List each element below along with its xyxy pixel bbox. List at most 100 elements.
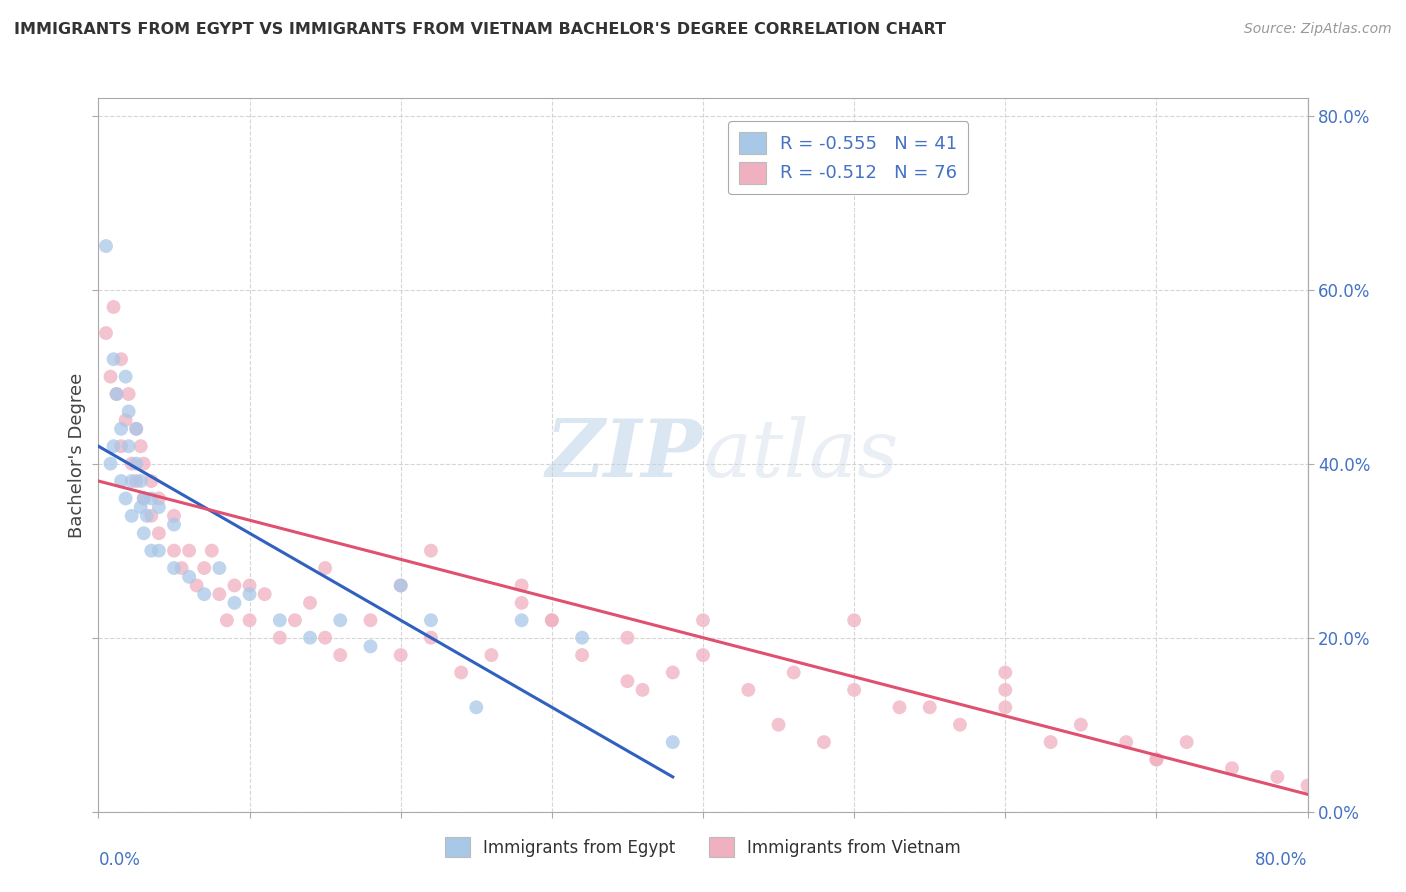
Point [121,508,143,523]
Point [510,596,533,610]
Point [141,508,163,523]
Point [129,474,152,488]
Point [737,682,759,697]
Point [148,500,170,515]
Point [148,526,170,541]
Point [224,596,246,610]
Point [314,561,336,575]
Point [844,613,866,627]
Point [224,578,246,592]
Point [239,613,262,627]
Point [110,422,132,436]
Point [179,543,201,558]
Text: ZIP: ZIP [546,417,703,493]
Point [103,352,125,367]
Point [314,631,336,645]
Point [360,613,382,627]
Point [125,422,148,436]
Point [179,570,201,584]
Point [1070,717,1092,731]
Point [420,631,443,645]
Point [783,665,806,680]
Point [110,352,132,367]
Point [420,543,443,558]
Point [118,387,141,401]
Text: IMMIGRANTS FROM EGYPT VS IMMIGRANTS FROM VIETNAM BACHELOR'S DEGREE CORRELATION C: IMMIGRANTS FROM EGYPT VS IMMIGRANTS FROM… [14,22,946,37]
Point [284,613,307,627]
Point [1267,770,1289,784]
Point [389,578,412,592]
Point [616,674,638,689]
Point [163,517,186,532]
Point [1039,735,1062,749]
Point [129,500,152,515]
Point [186,578,208,592]
Point [105,387,128,401]
Point [110,474,132,488]
Point [118,439,141,453]
Point [163,561,186,575]
Point [129,439,152,453]
Point [114,491,136,506]
Point [132,491,155,506]
Point [114,369,136,384]
Point [269,631,291,645]
Point [299,631,322,645]
Point [94,239,117,253]
Text: 80.0%: 80.0% [1256,851,1308,869]
Point [299,596,322,610]
Point [994,700,1017,714]
Point [103,300,125,314]
Point [662,735,685,749]
Text: Source: ZipAtlas.com: Source: ZipAtlas.com [1244,22,1392,37]
Point [1175,735,1198,749]
Point [420,613,443,627]
Point [510,613,533,627]
Point [844,682,866,697]
Point [141,543,163,558]
Point [239,587,262,601]
Text: atlas: atlas [703,417,898,493]
Point [135,508,157,523]
Point [1296,779,1319,793]
Point [253,587,276,601]
Point [949,717,972,731]
Point [360,640,382,654]
Point [1144,752,1167,766]
Point [631,682,654,697]
Point [239,578,262,592]
Point [208,587,231,601]
Point [125,474,148,488]
Point [813,735,835,749]
Point [141,491,163,506]
Point [571,631,593,645]
Point [148,543,170,558]
Point [121,457,143,471]
Point [193,587,215,601]
Point [170,561,193,575]
Point [132,526,155,541]
Point [662,665,685,680]
Point [389,578,412,592]
Point [163,508,186,523]
Point [918,700,941,714]
Point [1220,761,1243,775]
Point [100,369,122,384]
Point [616,631,638,645]
Point [465,700,488,714]
Point [540,613,562,627]
Point [163,543,186,558]
Point [450,665,472,680]
Point [193,561,215,575]
Point [103,439,125,453]
Text: 0.0%: 0.0% [98,851,141,869]
Point [510,578,533,592]
Point [269,613,291,627]
Point [125,457,148,471]
Point [105,387,128,401]
Point [114,413,136,427]
Point [481,648,503,662]
Point [994,682,1017,697]
Point [215,613,238,627]
Point [100,457,122,471]
